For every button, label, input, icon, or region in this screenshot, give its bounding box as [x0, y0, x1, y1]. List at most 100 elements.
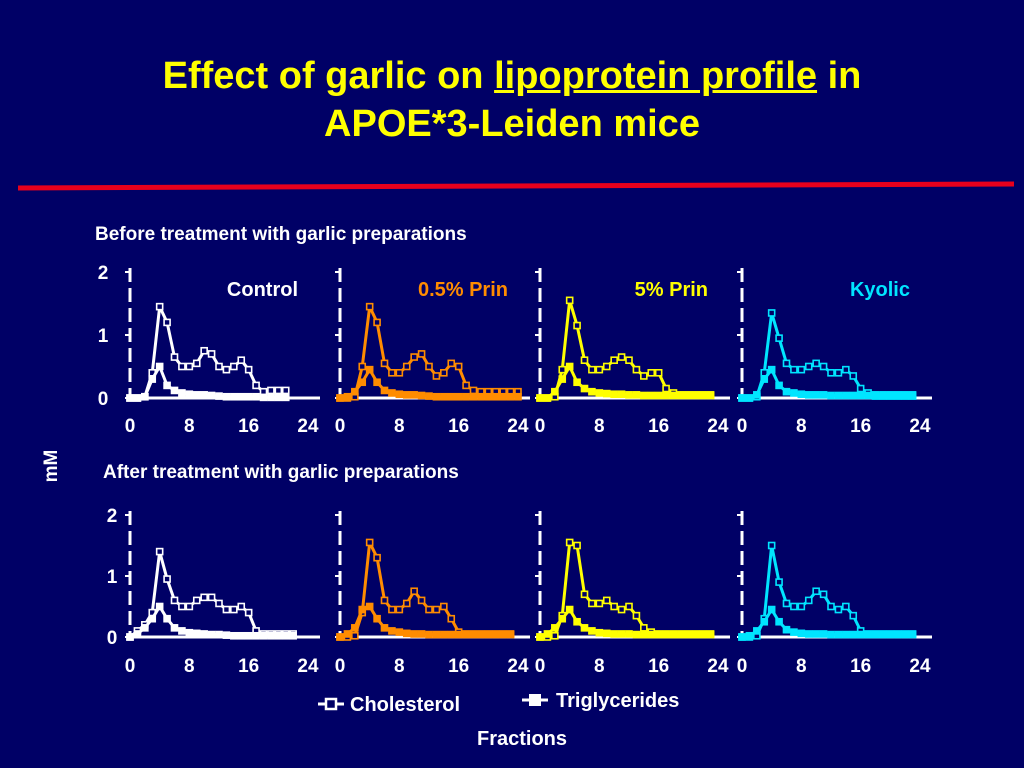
triglycerides-point: [126, 633, 134, 641]
cholesterol-point: [827, 602, 835, 611]
triglycerides-point: [141, 392, 149, 401]
triglycerides-point: [281, 631, 290, 640]
triglycerides-point: [185, 390, 194, 399]
legend-triglycerides-marker: [529, 694, 541, 706]
triglycerides-point: [148, 375, 157, 383]
triglycerides-point: [237, 631, 246, 640]
triglycerides-point: [178, 389, 186, 397]
x-tick-label: 8: [594, 416, 605, 437]
triglycerides-point: [684, 391, 693, 400]
cholesterol-point: [804, 596, 813, 605]
cholesterol-point: [580, 590, 589, 599]
cholesterol-point: [856, 384, 865, 393]
triglycerides-point: [506, 392, 515, 401]
cholesterol-point: [402, 362, 411, 371]
x-tick-label: 16: [448, 416, 469, 437]
cholesterol-point: [170, 596, 179, 605]
triglycerides-point: [469, 630, 478, 639]
triglycerides-point: [336, 633, 344, 641]
triglycerides-point: [447, 630, 456, 639]
triglycerides-point: [804, 630, 813, 638]
cholesterol-point: [654, 368, 663, 377]
x-tick-label: 16: [448, 656, 469, 677]
title-line-1: Effect of garlic on lipoprotein profile …: [0, 52, 1024, 100]
cholesterol-point: [782, 359, 791, 368]
cholesterol-point: [610, 602, 618, 611]
triglycerides-point: [380, 386, 389, 395]
triglycerides-point: [842, 630, 850, 639]
triglycerides-point: [155, 602, 164, 611]
triglycerides-point: [790, 389, 798, 397]
triglycerides-point: [477, 392, 485, 401]
cholesterol-line: [540, 540, 711, 639]
x-tick-label: 24: [297, 656, 319, 677]
legend-cholesterol-label: Cholesterol: [350, 694, 460, 716]
triglycerides-point: [425, 630, 433, 639]
triglycerides-point: [215, 392, 223, 400]
cholesterol-point: [163, 575, 171, 583]
triglycerides-point: [477, 630, 485, 639]
triglycerides-point: [617, 630, 626, 638]
triglycerides-point: [901, 630, 909, 639]
triglycerides-point: [745, 631, 754, 640]
cholesterol-point: [454, 362, 463, 371]
triglycerides-point: [274, 393, 283, 402]
cholesterol-point: [767, 541, 776, 550]
triglycerides-point: [133, 394, 142, 402]
x-tick-label: 8: [184, 416, 195, 437]
triglycerides-point: [358, 605, 367, 614]
triglycerides-point: [551, 624, 559, 632]
x-tick-label: 0: [335, 656, 346, 677]
cholesterol-point: [827, 368, 835, 377]
triglycerides-point: [573, 378, 581, 387]
triglycerides-point: [484, 392, 493, 401]
triglycerides-point: [281, 393, 290, 402]
triglycerides-point: [632, 391, 641, 399]
cholesterol-point: [849, 372, 858, 380]
cholesterol-point: [447, 359, 456, 368]
triglycerides-point: [267, 631, 275, 640]
triglycerides-point: [514, 392, 522, 401]
cholesterol-point: [595, 599, 604, 608]
cholesterol-point: [380, 596, 389, 605]
cholesterol-point: [207, 350, 216, 358]
triglycerides-point: [797, 390, 806, 399]
cholesterol-point: [640, 372, 648, 380]
triglycerides-point: [908, 392, 917, 400]
triglycerides-point: [632, 630, 641, 639]
panel-label: 5% Prin: [635, 279, 708, 301]
cholesterol-point: [610, 356, 618, 365]
triglycerides-point: [244, 631, 253, 640]
triglycerides-point: [565, 605, 574, 614]
triglycerides-point: [849, 391, 858, 400]
row-header: After treatment with garlic preparations: [103, 462, 459, 483]
cholesterol-point: [834, 605, 843, 614]
panel-label: Kyolic: [850, 279, 910, 301]
triglycerides-point: [677, 391, 685, 400]
triglycerides-point: [706, 630, 715, 639]
panel-1-3: 0 8 16 24 5% Prin: [535, 268, 730, 437]
triglycerides-point: [244, 392, 253, 401]
triglycerides-point: [351, 387, 359, 396]
triglycerides-point: [543, 630, 552, 638]
cholesterol-point: [775, 334, 783, 342]
x-tick-label: 8: [594, 656, 605, 677]
title-line-2: APOE*3-Leiden mice: [324, 103, 700, 145]
triglycerides-point: [893, 392, 902, 400]
row-header: Before treatment with garlic preparation…: [95, 224, 467, 245]
panel-label: Control: [227, 279, 298, 301]
triglycerides-point: [274, 631, 283, 640]
triglycerides-point: [654, 391, 663, 400]
triglycerides-point: [669, 630, 678, 639]
cholesterol-point: [797, 365, 806, 374]
x-tick-label: 0: [737, 656, 748, 677]
triglycerides-point: [410, 630, 418, 638]
triglycerides-point: [849, 630, 858, 639]
cholesterol-point: [440, 602, 448, 611]
triglycerides-point: [640, 391, 648, 400]
cholesterol-point: [373, 553, 381, 562]
cholesterol-point: [834, 368, 843, 377]
x-tick-label: 0: [125, 416, 136, 437]
x-tick-label: 16: [238, 656, 259, 677]
